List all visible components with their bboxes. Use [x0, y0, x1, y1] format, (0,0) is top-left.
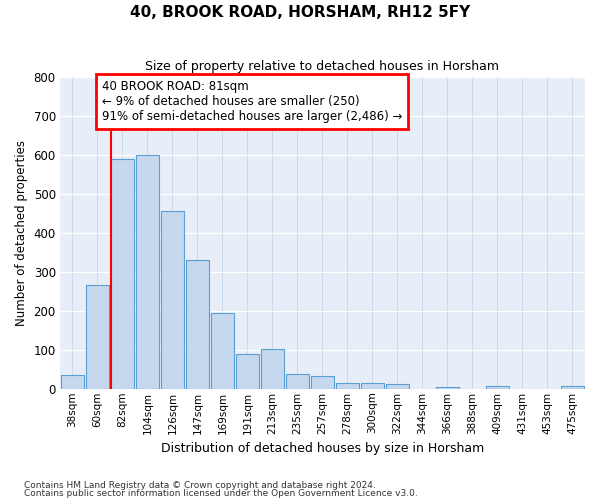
Bar — [186, 260, 209, 389]
Bar — [286, 374, 309, 389]
Bar — [311, 376, 334, 389]
Bar — [161, 212, 184, 389]
Bar — [211, 313, 234, 389]
Text: Contains HM Land Registry data © Crown copyright and database right 2024.: Contains HM Land Registry data © Crown c… — [24, 480, 376, 490]
Bar — [336, 382, 359, 389]
Bar — [136, 155, 159, 389]
Bar — [236, 354, 259, 389]
X-axis label: Distribution of detached houses by size in Horsham: Distribution of detached houses by size … — [161, 442, 484, 455]
Text: 40 BROOK ROAD: 81sqm
← 9% of detached houses are smaller (250)
91% of semi-detac: 40 BROOK ROAD: 81sqm ← 9% of detached ho… — [102, 80, 403, 123]
Bar — [261, 348, 284, 389]
Y-axis label: Number of detached properties: Number of detached properties — [15, 140, 28, 326]
Bar — [486, 386, 509, 389]
Text: 40, BROOK ROAD, HORSHAM, RH12 5FY: 40, BROOK ROAD, HORSHAM, RH12 5FY — [130, 5, 470, 20]
Bar — [386, 384, 409, 389]
Bar — [111, 159, 134, 389]
Bar — [436, 387, 459, 389]
Title: Size of property relative to detached houses in Horsham: Size of property relative to detached ho… — [145, 60, 499, 73]
Bar — [86, 286, 109, 389]
Bar — [61, 375, 84, 389]
Text: Contains public sector information licensed under the Open Government Licence v3: Contains public sector information licen… — [24, 489, 418, 498]
Bar — [361, 383, 384, 389]
Bar — [561, 386, 584, 389]
